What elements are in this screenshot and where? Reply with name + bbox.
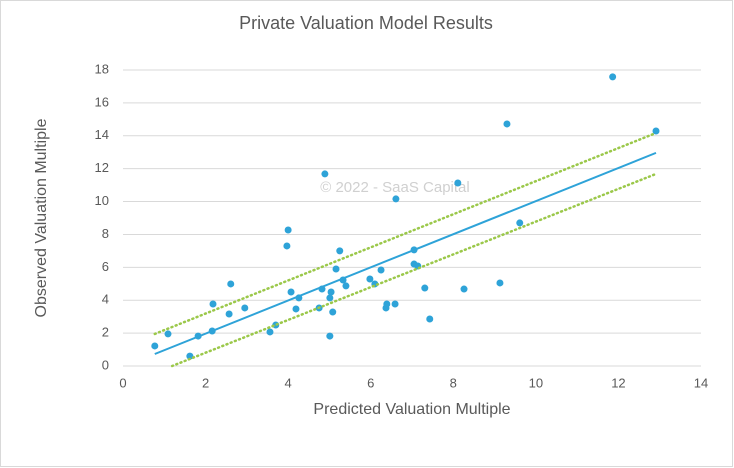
chart-title: Private Valuation Model Results xyxy=(239,13,493,33)
y-tick-label: 4 xyxy=(102,292,109,307)
data-point xyxy=(326,294,334,302)
data-point xyxy=(225,310,233,318)
data-point xyxy=(266,328,274,336)
data-point xyxy=(609,73,617,81)
y-axis-title: Observed Valuation Multiple xyxy=(33,118,50,317)
data-point xyxy=(516,219,524,227)
data-point xyxy=(383,300,391,308)
x-tick-label: 10 xyxy=(529,375,543,390)
x-tick-label: 6 xyxy=(367,375,374,390)
x-tick-label: 14 xyxy=(694,375,708,390)
data-point xyxy=(391,300,399,308)
fit-line xyxy=(170,172,658,368)
data-point xyxy=(151,342,159,350)
data-point xyxy=(336,247,344,255)
data-point xyxy=(287,288,295,296)
data-point xyxy=(377,266,385,274)
data-point xyxy=(186,352,194,360)
data-point xyxy=(454,179,462,187)
fit-line xyxy=(153,131,658,336)
y-tick-label: 0 xyxy=(102,357,109,372)
x-tick-label: 4 xyxy=(285,375,292,390)
data-point xyxy=(327,288,335,296)
data-point xyxy=(329,308,337,316)
y-tick-label: 16 xyxy=(95,94,109,109)
data-point xyxy=(164,330,172,338)
data-point xyxy=(283,242,291,250)
data-point xyxy=(321,170,329,178)
data-point xyxy=(332,265,340,273)
x-axis-title: Predicted Valuation Multiple xyxy=(313,401,510,418)
data-point xyxy=(209,300,217,308)
data-point xyxy=(342,282,350,290)
data-point xyxy=(292,305,300,313)
x-tick-label: 2 xyxy=(202,375,209,390)
data-point xyxy=(496,279,504,287)
y-tick-label: 6 xyxy=(102,259,109,274)
data-point xyxy=(241,304,249,312)
y-tick-label: 18 xyxy=(95,61,109,76)
data-point xyxy=(421,284,429,292)
watermark: © 2022 - SaaS Capital xyxy=(320,179,469,196)
data-point xyxy=(503,120,511,128)
data-point xyxy=(460,285,468,293)
x-tick-label: 12 xyxy=(611,375,625,390)
data-point xyxy=(392,195,400,203)
y-tick-label: 14 xyxy=(95,127,109,142)
data-point xyxy=(366,275,374,283)
y-tick-label: 10 xyxy=(95,193,109,208)
x-tick-label: 0 xyxy=(119,375,126,390)
fit-line xyxy=(154,151,657,355)
data-point xyxy=(227,280,235,288)
y-tick-label: 8 xyxy=(102,226,109,241)
x-tick-label: 8 xyxy=(450,375,457,390)
data-point xyxy=(284,226,292,234)
data-point xyxy=(652,127,660,135)
data-point xyxy=(326,332,334,340)
data-point xyxy=(426,315,434,323)
y-tick-label: 2 xyxy=(102,325,109,340)
y-tick-label: 12 xyxy=(95,160,109,175)
